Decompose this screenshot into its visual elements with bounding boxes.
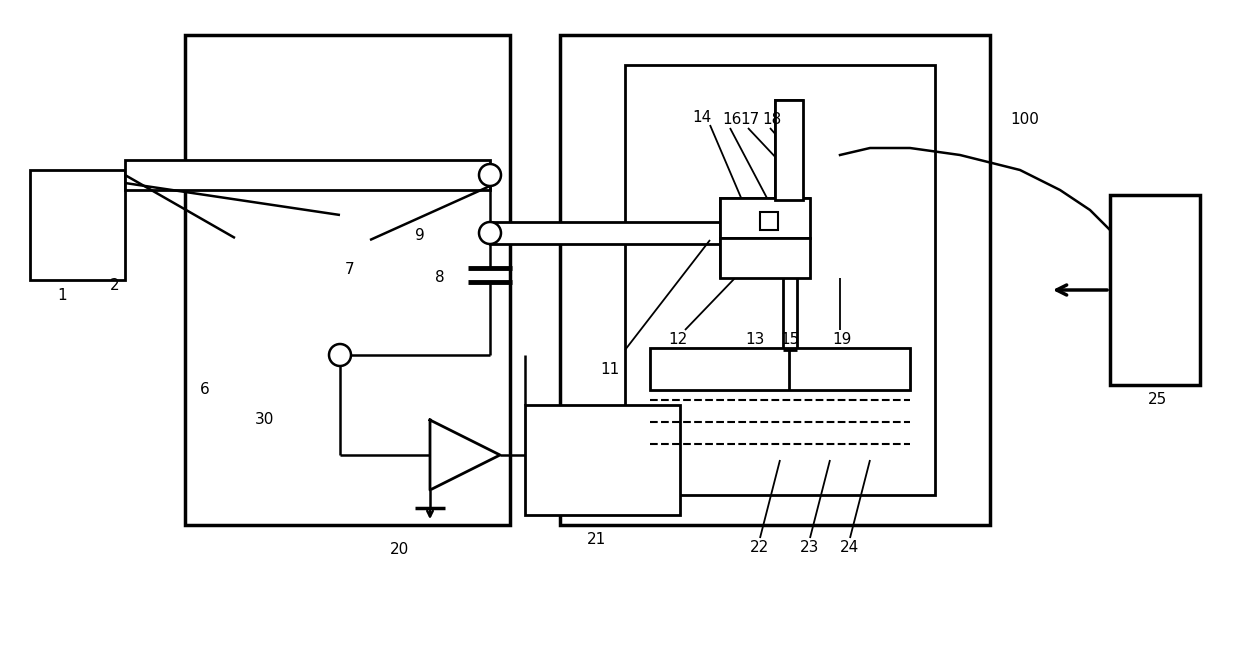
Bar [650,348,910,390]
Bar [650,348,910,390]
Text: 17: 17 [740,113,759,128]
Text: 7: 7 [345,263,355,278]
Text: 11: 11 [600,363,619,378]
Bar [720,238,810,278]
Text: 1: 1 [57,288,67,303]
Text: 21: 21 [587,533,606,548]
Bar [490,222,785,244]
Bar [760,212,777,230]
Bar [560,35,990,525]
Bar [185,35,510,525]
Text: 23: 23 [800,541,820,556]
Text: 2: 2 [110,278,119,293]
Text: 100: 100 [1011,113,1039,128]
Text: 24: 24 [839,541,859,556]
Bar [490,222,785,244]
Text: 19: 19 [832,333,852,348]
Bar [775,100,804,200]
Bar [1110,195,1200,385]
Text: 18: 18 [763,113,781,128]
Text: 9: 9 [415,228,425,243]
Text: 14: 14 [692,110,712,125]
Text: 15: 15 [780,333,800,348]
Polygon shape [430,420,500,490]
Bar [525,405,680,515]
Text: 30: 30 [255,413,274,428]
Text: 16: 16 [722,113,742,128]
Text: 12: 12 [668,333,687,348]
Text: 13: 13 [745,333,765,348]
Bar [720,198,810,238]
Text: 6: 6 [200,383,210,398]
Bar [720,198,810,238]
Bar [720,238,810,278]
Circle shape [479,222,501,244]
Bar [125,160,490,190]
Bar [30,170,125,280]
Text: 25: 25 [1148,393,1167,408]
Text: 20: 20 [391,542,409,557]
Text: 8: 8 [435,269,445,284]
Bar [775,100,804,200]
Circle shape [329,344,351,366]
Bar [625,65,935,495]
Circle shape [479,164,501,186]
Text: 22: 22 [750,541,769,556]
Bar [125,160,490,190]
